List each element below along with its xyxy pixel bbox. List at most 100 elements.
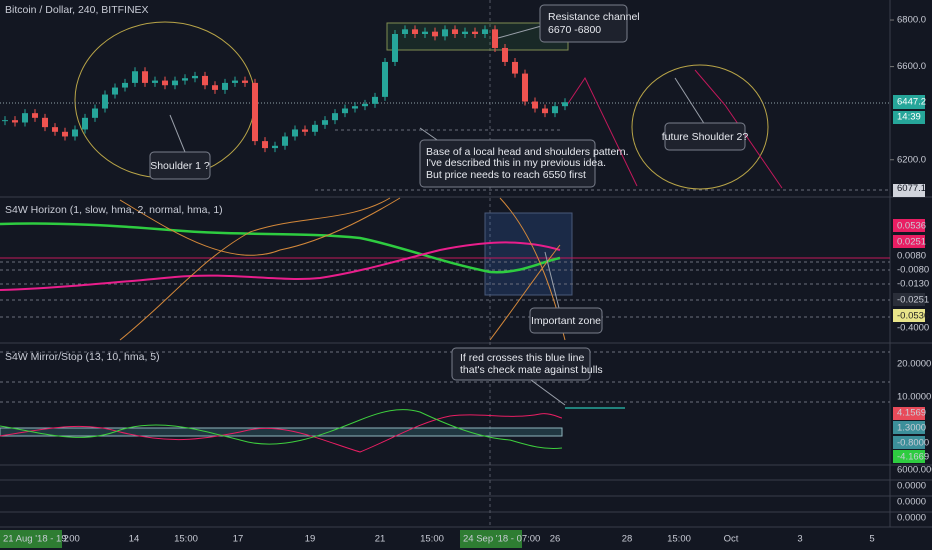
time-label: 3	[797, 534, 802, 545]
mirror-pane	[0, 351, 890, 453]
candle	[262, 141, 268, 149]
axis-label: 0.0251	[897, 237, 926, 248]
time-label: 17	[233, 534, 244, 545]
important-zone	[484, 212, 573, 296]
callout-box	[539, 4, 628, 43]
callout: Base of a local head and shoulders patte…	[419, 139, 629, 188]
pane-title: S4W Horizon (1, slow, hma, 2, normal, hm…	[5, 204, 223, 216]
callout-text: that's check mate against bulls	[460, 364, 603, 376]
candle	[472, 31, 478, 34]
time-label: 15:00	[667, 534, 691, 545]
axis-label: 1.3000	[897, 423, 926, 434]
candle	[122, 82, 128, 88]
candle	[372, 96, 378, 104]
callout-box	[149, 151, 211, 180]
candle	[102, 94, 108, 109]
value-tag	[893, 293, 925, 306]
time-tag	[0, 530, 62, 548]
time-label: 26	[550, 534, 561, 545]
mirror-band	[0, 427, 563, 437]
callout-text: Resistance channel	[548, 11, 640, 23]
candle	[142, 71, 148, 83]
callout: future Shoulder 2?	[662, 122, 749, 151]
candle	[222, 82, 228, 90]
price-pane	[0, 21, 890, 191]
candle	[22, 113, 28, 123]
pane-title: Bitcoin / Dollar, 240, BITFINEX	[5, 4, 149, 16]
value-tag	[893, 450, 925, 463]
candle	[132, 71, 138, 83]
time-label: 19	[305, 534, 316, 545]
callout: Resistance channel 6670 -6800	[539, 4, 640, 43]
horizon-orange	[119, 197, 391, 341]
candle	[12, 120, 18, 123]
time-label: 15:00	[420, 534, 444, 545]
time-label: 28	[622, 534, 633, 545]
shoulder-circle	[631, 64, 769, 190]
axis-label: -0.8000	[897, 438, 929, 449]
low-level-label: 6077.1	[897, 183, 926, 194]
candle	[92, 108, 98, 118]
candle	[562, 102, 568, 107]
candle	[272, 145, 278, 149]
horizon-orange	[119, 197, 401, 256]
callout: Important zone	[529, 307, 603, 334]
candle	[392, 33, 398, 62]
candle	[432, 31, 438, 37]
time-label: 14	[129, 534, 140, 545]
axis-label: -0.0536	[897, 311, 929, 322]
horizon-pane	[0, 197, 890, 341]
candle	[422, 31, 428, 34]
candle	[162, 80, 168, 86]
candle	[482, 29, 488, 34]
candle	[452, 29, 458, 34]
time-label: 5	[869, 534, 874, 545]
candle	[402, 29, 408, 34]
axis-label: -4.1669	[897, 452, 929, 463]
callout-box	[451, 347, 591, 381]
candle	[412, 29, 418, 34]
candle	[512, 61, 518, 74]
horizon-green	[0, 222, 561, 274]
candle	[352, 106, 358, 109]
time-label: 21	[375, 534, 386, 545]
horizon-orange	[489, 244, 561, 341]
callout-box	[529, 307, 603, 334]
candle	[302, 129, 308, 132]
candle	[182, 78, 188, 81]
candle	[242, 80, 248, 83]
axis-label: 0.0000	[897, 497, 926, 508]
axis-label: 0.0000	[897, 513, 926, 524]
callout-text: Base of a local head and shoulders patte…	[426, 146, 629, 158]
callout: If red crosses this blue line that's che…	[451, 347, 603, 381]
candle	[552, 106, 558, 114]
value-tag	[893, 309, 925, 322]
price-tag	[893, 111, 925, 124]
projection-arrow	[694, 69, 783, 189]
horizon-axis: 0.0536 0.0251 0.0080 -0.0080 -0.0130 -0.…	[893, 219, 929, 334]
candle	[192, 75, 198, 79]
price-tag	[893, 95, 925, 109]
value-tag	[893, 219, 925, 232]
axis-label: -0.4000	[897, 323, 929, 334]
callout-text: If red crosses this blue line	[460, 352, 584, 364]
axis-label: 6800.0	[897, 15, 926, 26]
horizon-pink	[0, 241, 561, 291]
time-label: 21 Aug '18 - 19:00	[3, 534, 80, 545]
time-label: 15:00	[174, 534, 198, 545]
candle	[42, 117, 48, 128]
axis-label: 0.0000	[897, 481, 926, 492]
axis-label: 6200.0	[897, 154, 926, 165]
callout-text: I've described this in my previous idea.	[426, 157, 606, 169]
candle	[542, 108, 548, 114]
callout-text: future Shoulder 2?	[662, 131, 749, 143]
candle	[212, 85, 218, 90]
candle	[522, 73, 528, 102]
candle	[202, 75, 208, 86]
candle	[282, 136, 288, 146]
callout-pointer	[544, 251, 561, 313]
projection-arrow	[566, 76, 638, 187]
countdown-label: 14:39	[897, 112, 921, 123]
